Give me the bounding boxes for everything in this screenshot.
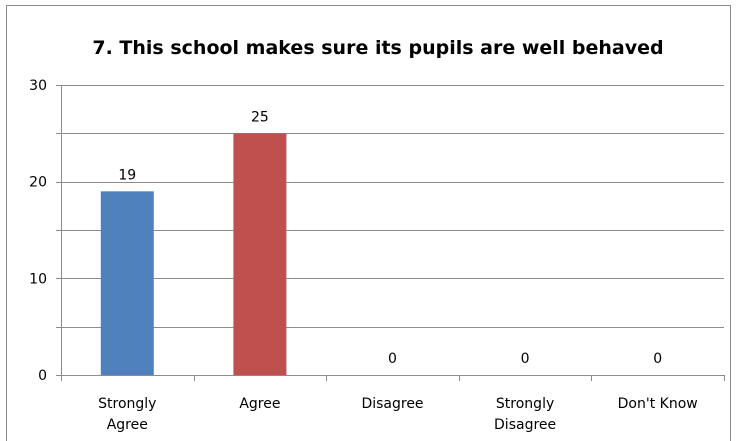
y-tick-label: 10 bbox=[29, 271, 47, 287]
x-tick-label-line: Strongly bbox=[496, 396, 554, 412]
data-label: 0 bbox=[521, 351, 530, 367]
y-tick-label: 30 bbox=[29, 78, 47, 94]
data-label: 19 bbox=[118, 167, 136, 183]
x-tick-label: Agree bbox=[239, 396, 280, 412]
x-tick-label: Disagree bbox=[361, 396, 423, 412]
x-tick-label-line: Strongly bbox=[98, 396, 156, 412]
axes bbox=[56, 85, 725, 381]
data-label: 0 bbox=[653, 351, 662, 367]
x-tick-label: Don't Know bbox=[618, 396, 698, 412]
x-tick-label-line: Agree bbox=[239, 396, 280, 412]
y-tick-label: 20 bbox=[29, 175, 47, 191]
bar bbox=[100, 191, 154, 375]
x-tick-label: Strongly Disagree bbox=[494, 396, 556, 433]
x-tick-label-line: Agree bbox=[107, 417, 148, 433]
y-tick-label: 0 bbox=[38, 368, 47, 384]
data-label: 25 bbox=[251, 109, 269, 125]
bars bbox=[100, 133, 287, 375]
x-tick-label: Strongly Agree bbox=[98, 396, 156, 433]
gridlines bbox=[61, 85, 724, 328]
chart-title: 7. This school makes sure its pupils are… bbox=[92, 37, 663, 59]
data-label: 0 bbox=[388, 351, 397, 367]
x-tick-label-line: Disagree bbox=[494, 417, 556, 433]
x-tick-label-line: Don't Know bbox=[618, 396, 698, 412]
data-labels: 19 25 0 0 0 bbox=[118, 109, 662, 367]
x-tick-label-line: Disagree bbox=[361, 396, 423, 412]
bar bbox=[233, 133, 287, 375]
